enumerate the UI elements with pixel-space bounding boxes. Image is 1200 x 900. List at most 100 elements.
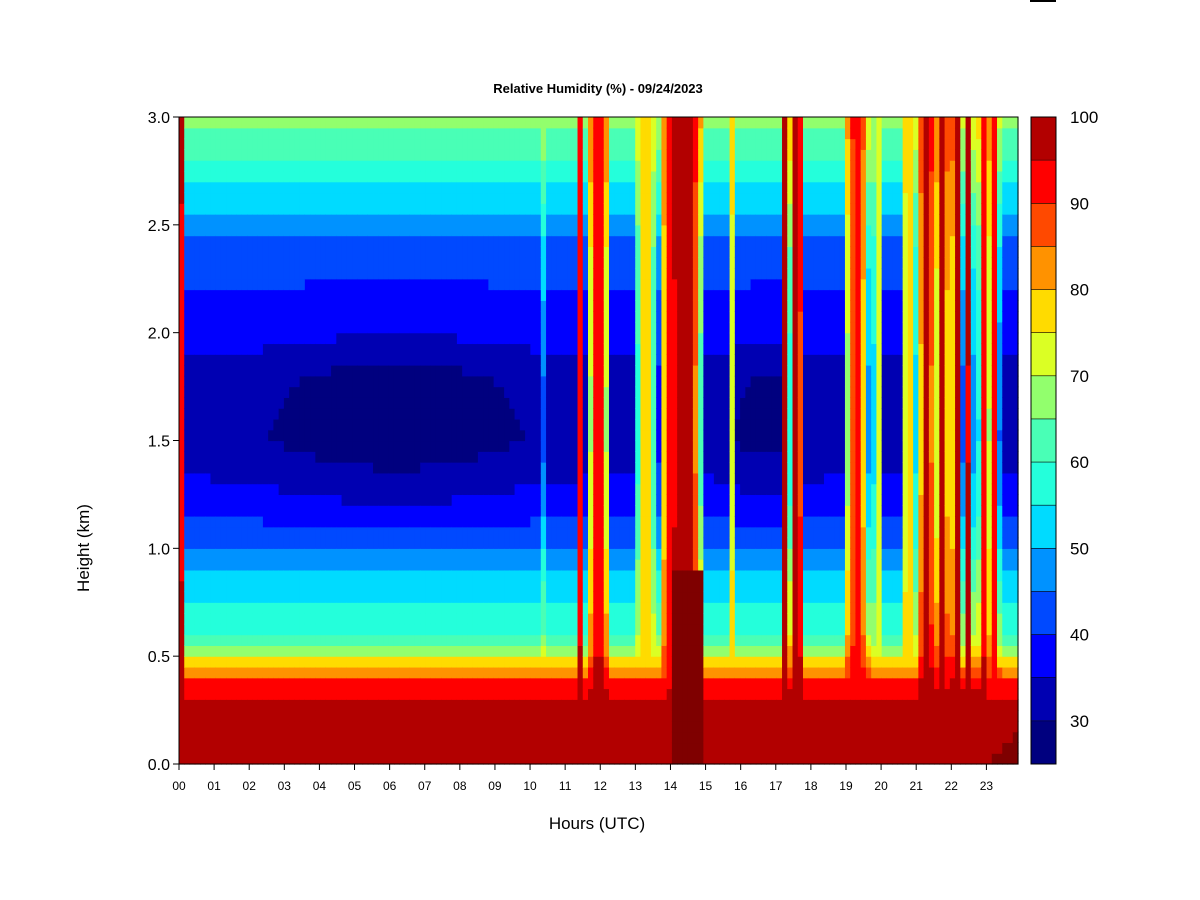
heatmap-cell <box>462 515 468 528</box>
heatmap-cell <box>593 569 600 582</box>
heatmap-cell <box>462 699 468 711</box>
heatmap-cell <box>268 548 274 560</box>
heatmap-cell <box>310 289 316 301</box>
heatmap-cell <box>446 440 453 452</box>
heatmap-cell <box>399 386 406 398</box>
heatmap-cell <box>199 429 206 442</box>
heatmap-cell <box>252 160 259 172</box>
heatmap-cell <box>498 720 505 733</box>
heatmap-cell <box>509 742 516 754</box>
heatmap-cell <box>535 677 542 690</box>
heatmap-cell <box>535 354 542 366</box>
heatmap-cell <box>346 699 353 711</box>
heatmap-cell <box>373 515 379 528</box>
heatmap-cell <box>352 429 358 442</box>
heatmap-cell <box>540 494 547 506</box>
heatmap-cell <box>268 235 274 247</box>
heatmap-cell <box>404 203 411 215</box>
heatmap-cell <box>367 117 374 129</box>
heatmap-cell <box>388 645 395 657</box>
heatmap-cell <box>226 117 233 129</box>
heatmap-cell <box>373 666 379 679</box>
heatmap-cell <box>388 548 395 560</box>
heatmap-cell <box>315 117 322 129</box>
heatmap-cell <box>572 332 579 345</box>
heatmap-cell <box>540 666 547 679</box>
heatmap-cell <box>393 515 400 528</box>
heatmap-cell <box>210 235 217 247</box>
heatmap-cell <box>205 451 212 463</box>
heatmap-cell <box>388 181 395 194</box>
heatmap-cell <box>215 569 222 582</box>
heatmap-cell <box>404 710 411 722</box>
heatmap-cell <box>220 170 227 183</box>
heatmap-cell <box>325 311 332 323</box>
heatmap-cell <box>441 666 448 679</box>
heatmap-cell <box>493 753 500 765</box>
heatmap-cell <box>404 451 411 463</box>
heatmap-cell <box>184 548 191 560</box>
heatmap-cell <box>477 138 484 150</box>
heatmap-cell <box>373 224 379 237</box>
heatmap-cell <box>341 494 348 506</box>
heatmap-cell <box>504 418 510 431</box>
heatmap-cell <box>194 397 201 409</box>
heatmap-cell <box>189 699 196 711</box>
heatmap-cell <box>572 311 579 323</box>
heatmap-cell <box>357 613 364 625</box>
heatmap-cell <box>551 548 558 560</box>
heatmap-cell <box>504 537 510 549</box>
heatmap-cell <box>336 688 343 700</box>
heatmap-cell <box>310 181 316 194</box>
heatmap-cell <box>199 494 206 506</box>
heatmap-cell <box>257 623 264 636</box>
heatmap-cell <box>561 656 568 668</box>
heatmap-cell <box>493 246 500 258</box>
heatmap-cell <box>210 699 217 711</box>
heatmap-cell <box>514 257 521 269</box>
heatmap-cell <box>404 666 411 679</box>
heatmap-cell <box>504 257 510 269</box>
heatmap-cell <box>378 591 385 603</box>
heatmap-cell <box>498 526 505 539</box>
heatmap-cell <box>608 321 615 334</box>
heatmap-cell <box>231 429 238 442</box>
heatmap-cell <box>184 343 191 355</box>
heatmap-cell <box>278 257 285 269</box>
heatmap-cell <box>393 634 400 646</box>
heatmap-cell <box>577 699 584 711</box>
heatmap-cell <box>608 537 615 549</box>
heatmap-cell <box>530 688 537 700</box>
heatmap-cell <box>325 537 332 549</box>
heatmap-cell <box>273 505 280 517</box>
heatmap-cell <box>226 537 233 549</box>
heatmap-cell <box>477 365 484 377</box>
heatmap-cell <box>252 235 259 247</box>
heatmap-cell <box>608 429 615 442</box>
heatmap-cell <box>477 429 484 442</box>
heatmap-cell <box>179 397 185 409</box>
heatmap-cell <box>283 742 290 754</box>
heatmap-cell <box>488 505 495 517</box>
heatmap-cell <box>451 278 458 291</box>
heatmap-cell <box>252 559 259 571</box>
heatmap-cell <box>388 602 395 614</box>
heatmap-cell <box>488 192 495 204</box>
heatmap-cell <box>546 235 552 247</box>
heatmap-cell <box>472 418 479 431</box>
heatmap-cell <box>357 494 364 506</box>
heatmap-cell <box>467 138 474 150</box>
heatmap-cell <box>252 526 259 539</box>
heatmap-cell <box>519 386 526 398</box>
heatmap-cell <box>472 332 479 345</box>
heatmap-cell <box>179 515 185 528</box>
heatmap-cell <box>231 138 238 150</box>
heatmap-cell <box>383 300 390 312</box>
heatmap-cell <box>451 181 458 194</box>
heatmap-cell <box>341 375 348 388</box>
heatmap-cell <box>357 117 364 129</box>
heatmap-cell <box>210 548 217 560</box>
heatmap-cell <box>262 127 269 140</box>
heatmap-cell <box>598 386 605 398</box>
heatmap-cell <box>325 127 332 140</box>
